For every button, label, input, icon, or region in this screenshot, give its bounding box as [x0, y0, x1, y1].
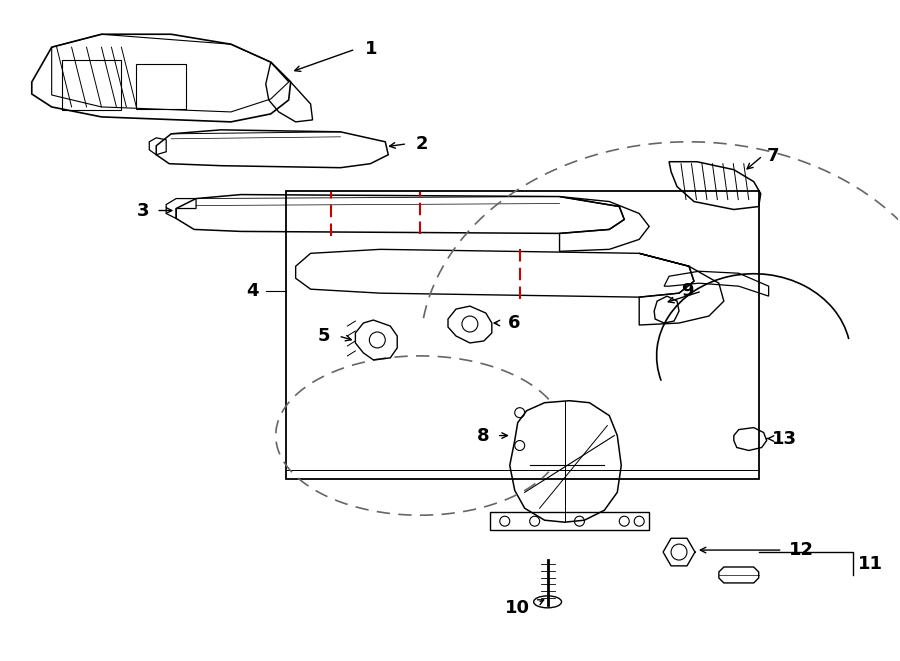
Bar	[61, 60, 122, 110]
Text: 12: 12	[788, 541, 814, 559]
Text: 3: 3	[137, 202, 149, 219]
Text: 11: 11	[859, 555, 883, 573]
Text: 6: 6	[508, 314, 520, 332]
Text: 7: 7	[767, 147, 779, 165]
Text: 10: 10	[505, 599, 530, 617]
Text: 9: 9	[681, 282, 694, 300]
Text: 4: 4	[247, 282, 259, 300]
Text: 13: 13	[771, 430, 796, 447]
Text: 1: 1	[365, 40, 378, 58]
Bar	[136, 64, 186, 109]
Text: 8: 8	[477, 426, 490, 445]
Text: 5: 5	[318, 327, 330, 345]
Text: 2: 2	[415, 135, 428, 153]
